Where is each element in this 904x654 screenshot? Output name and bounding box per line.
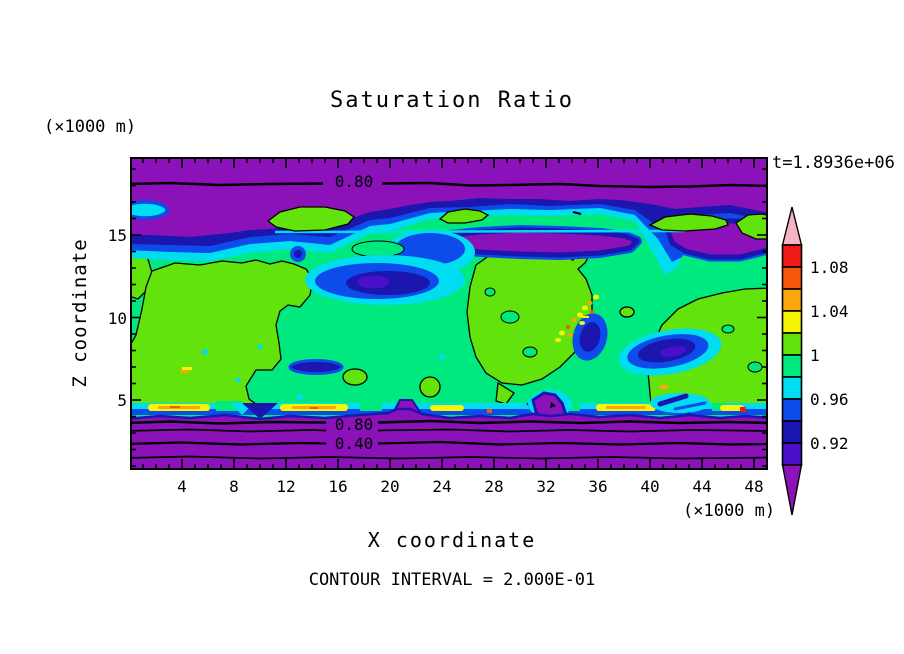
- dry-blob-right: [618, 328, 722, 376]
- contour-field-svg: [130, 157, 768, 470]
- field-springgreen-holes: [484, 287, 763, 373]
- yellow-speck: [182, 367, 192, 370]
- thin-cyan-streak: [274, 229, 686, 234]
- band-purple-bottom: [130, 407, 768, 470]
- navy-streak: [288, 359, 344, 375]
- x-tick-label: 12: [276, 477, 296, 496]
- x-tick-label: 4: [177, 477, 187, 496]
- y-tick-label: 10: [107, 308, 127, 328]
- colorbar-under-arrow: [781, 464, 803, 516]
- orange-speck: [180, 370, 189, 373]
- tiny-contour-dash: [572, 211, 582, 215]
- y-tick-label: 15: [107, 226, 127, 245]
- colorbar-cells: [781, 244, 803, 466]
- x-tick-label: 40: [640, 477, 660, 496]
- x-tick-label: 48: [744, 477, 764, 496]
- dry-blob-mid: [572, 313, 608, 361]
- time-label: t=1.8936e+06: [772, 153, 895, 173]
- plot-frame: [130, 157, 768, 470]
- cyan-specks: [202, 344, 445, 400]
- page-title: Saturation Ratio: [330, 88, 574, 113]
- colorbar-tick-label: 0.96: [810, 390, 849, 409]
- x-tick-label: 24: [432, 477, 452, 496]
- x-tick-label: 20: [380, 477, 400, 496]
- x-tick-label: 8: [229, 477, 239, 496]
- colorbar: [781, 206, 803, 516]
- contour-label-040-bottom: 0.40: [334, 434, 374, 453]
- colorbar-tick-label: 1: [810, 346, 820, 365]
- colorbar-tick-label: 0.92: [810, 434, 849, 453]
- x-tick-label: 32: [536, 477, 556, 496]
- contour-label-080-bottom: 0.80: [334, 415, 374, 434]
- upper-band-green-islands: [266, 206, 768, 240]
- dry-blob-main: [305, 255, 465, 305]
- cyan-pocket-left: [130, 200, 169, 220]
- x-tick-label: 28: [484, 477, 504, 496]
- contour-interval-caption: CONTOUR INTERVAL = 2.000E-01: [308, 570, 596, 590]
- x-axis-title: X coordinate: [367, 528, 537, 552]
- colorbar-tick-label: 1.08: [810, 258, 849, 277]
- y-axis-unit: (×1000 m): [44, 117, 137, 137]
- orange-speck-right: [660, 385, 668, 389]
- colorbar-tick-label: 1.04: [810, 302, 849, 321]
- contour-lines: [130, 181, 768, 460]
- colorbar-over-arrow: [781, 206, 803, 246]
- supersaturation-speckles: [555, 294, 599, 342]
- green-crest-island: [351, 240, 405, 258]
- x-tick-label: 44: [692, 477, 712, 496]
- contour-field-plot: 0.80 0.80 0.40: [130, 157, 768, 470]
- x-tick-label: 36: [588, 477, 608, 496]
- y-tick-label: 5: [117, 391, 127, 410]
- field-lawngreen-regions: [130, 248, 768, 405]
- navy-dot: [290, 246, 306, 262]
- x-axis-unit: (×1000 m): [683, 501, 776, 521]
- contour-label-080-top: 0.80: [334, 172, 374, 191]
- x-tick-label: 16: [328, 477, 348, 496]
